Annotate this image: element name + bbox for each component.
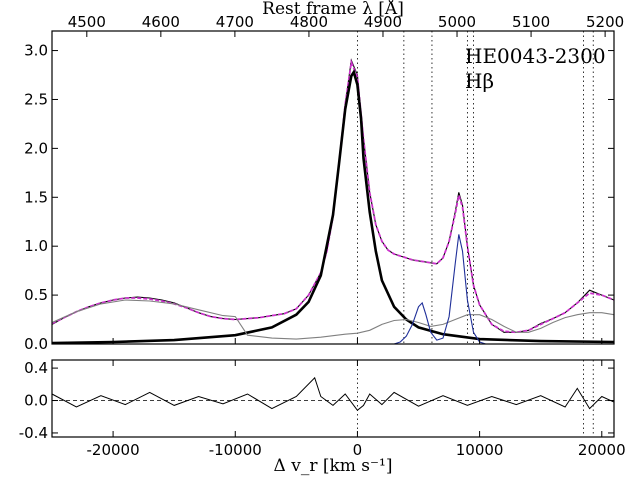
top-tick-label: 4900 <box>364 13 402 31</box>
y-tick-label: 0.5 <box>24 286 48 304</box>
x-tick-label: 0 <box>353 441 363 459</box>
y-tick-label: 1.5 <box>24 188 48 206</box>
residual-y-tick-label: 0.0 <box>24 392 48 410</box>
y-tick-label: 1.0 <box>24 237 48 255</box>
series-fe-ii-continuum-components <box>51 299 615 340</box>
object-name-label: HE0043-2300 <box>465 44 606 68</box>
series-observed-spectrum <box>51 58 615 333</box>
series-narrow-h-and-o-iii-components <box>393 234 486 345</box>
top-tick-label: 4500 <box>68 13 106 31</box>
x-tick-label: 10000 <box>456 441 504 459</box>
y-tick-label: 0.0 <box>24 335 48 353</box>
line-label: Hβ <box>465 69 494 93</box>
top-tick-label: 5100 <box>512 13 550 31</box>
top-tick-label: 4800 <box>290 13 328 31</box>
x-axis-title: Δ v_r [km s⁻¹] <box>274 456 393 476</box>
residual-layer <box>51 376 615 412</box>
top-tick-label: 5000 <box>438 13 476 31</box>
series-residuals <box>51 376 615 412</box>
main-panel-frame <box>51 30 615 345</box>
series-total-model-fit <box>51 58 615 334</box>
residual-y-tick-label: 0.4 <box>24 359 48 377</box>
top-tick-label: 5200 <box>586 13 624 31</box>
x-tick-label: -10000 <box>209 441 262 459</box>
top-tick-label: 4600 <box>142 13 180 31</box>
top-tick-label: 4700 <box>216 13 254 31</box>
top-axis-title: Rest frame λ [Å] <box>262 0 404 19</box>
ticks-layer: -20000 -10000 0 10000 20000 4500 4600 4700 4800 4… <box>19 13 626 459</box>
y-tick-label: 3.0 <box>24 42 48 60</box>
residual-y-tick-label: -0.4 <box>19 424 48 442</box>
y-tick-label: 2.0 <box>24 139 48 157</box>
x-tick-label: 20000 <box>578 441 626 459</box>
series-broad-h-component <box>51 68 615 345</box>
y-tick-label: 2.5 <box>24 90 48 108</box>
series-layer <box>51 58 615 345</box>
x-tick-label: -20000 <box>87 441 140 459</box>
vertical-markers-residual <box>357 360 594 437</box>
residual-panel-frame <box>51 359 615 438</box>
